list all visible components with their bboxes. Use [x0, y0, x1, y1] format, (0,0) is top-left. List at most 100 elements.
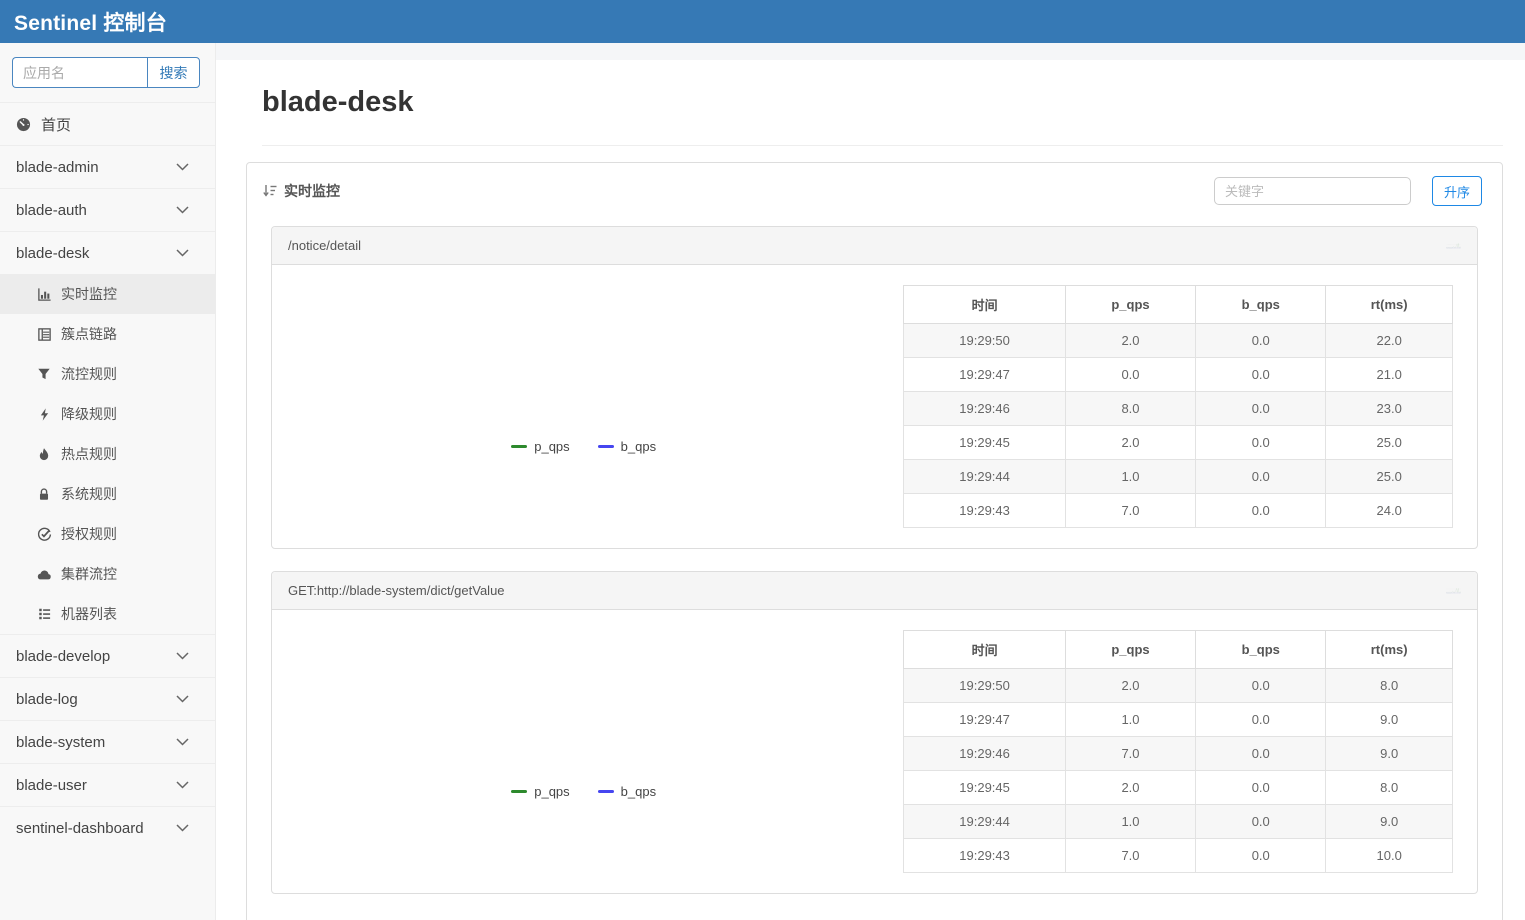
column-header: 时间 — [903, 630, 1066, 669]
sidebar-item-label: 授权规则 — [61, 526, 117, 542]
chevron-down-icon — [176, 781, 189, 789]
sidebar-item-label: 降级规则 — [61, 406, 117, 422]
content-top-strip — [216, 43, 1525, 60]
table-cell: 19:29:43 — [903, 838, 1066, 873]
sidebar-item-label: blade-desk — [16, 244, 90, 262]
top-navbar: Sentinel 控制台 — [0, 0, 1525, 43]
table-cell: 25.0 — [1325, 425, 1453, 460]
legend-item-p_qps[interactable]: p_qps — [511, 784, 570, 799]
sort-amount-icon — [263, 184, 277, 198]
chart-legend: p_qps b_qps — [274, 784, 893, 799]
keyword-input[interactable] — [1214, 177, 1411, 205]
table-cell: 0.0 — [1195, 736, 1327, 771]
metrics-table-area: 时间 p_qps b_qps rt(ms) 19:29:50 2.0 0.0 22.0 19:2… — [893, 279, 1465, 528]
legend-item-b_qps[interactable]: b_qps — [597, 439, 656, 454]
metrics-table-area: 时间 p_qps b_qps rt(ms) 19:29:50 2.0 0.0 8.0 19:29… — [893, 624, 1465, 873]
table-cell: 19:29:45 — [903, 770, 1066, 805]
column-header: b_qps — [1195, 285, 1327, 324]
page-title: blade-desk — [262, 86, 414, 118]
sidebar-item-hotspot-rules[interactable]: 热点规则 — [0, 434, 215, 474]
table-cell: 0.0 — [1195, 838, 1327, 873]
qps-line-chart — [274, 624, 893, 774]
legend-item-b_qps[interactable]: b_qps — [597, 784, 656, 799]
flame-icon — [36, 447, 52, 462]
table-cell: 0.0 — [1195, 493, 1327, 528]
table-row: 19:29:46 7.0 0.0 9.0 — [903, 736, 1453, 771]
legend-swatch — [511, 790, 528, 793]
sidebar-item-label: blade-log — [16, 690, 78, 708]
svg-text:0: 0 — [1446, 247, 1447, 248]
sidebar-item-blade-system[interactable]: blade-system — [0, 720, 215, 763]
app-search-button[interactable]: 搜索 — [147, 57, 200, 88]
resource-card-notice-detail: /notice/detail 0246819:2919:2919:2919:29… — [271, 226, 1478, 549]
sidebar-item-label: blade-auth — [16, 201, 87, 219]
table-row: 19:29:45 2.0 0.0 8.0 — [903, 770, 1453, 805]
table-cell: 9.0 — [1325, 804, 1453, 839]
table-cell: 2.0 — [1064, 668, 1197, 703]
table-cell: 24.0 — [1325, 493, 1453, 528]
card-menu-icon[interactable]: 0246819:2919:2919:2919:2919:2919:29 — [1445, 239, 1461, 253]
panel-head: 实时监控 升序 — [247, 163, 1502, 214]
svg-text:2: 2 — [1446, 245, 1447, 246]
table-cell: 10.0 — [1325, 838, 1453, 873]
sidebar-item-machine-list[interactable]: 机器列表 — [0, 594, 215, 634]
card-body: p_qps b_qps 时间 p_qps b_qps rt(ms) 19:29:50 2.0… — [272, 610, 1477, 893]
sidebar-item-system-rules[interactable]: 系统规则 — [0, 474, 215, 514]
column-header: p_qps — [1064, 285, 1197, 324]
svg-text:7: 7 — [1446, 587, 1447, 588]
table-cell: 22.0 — [1325, 323, 1453, 358]
svg-text:6: 6 — [1446, 588, 1447, 589]
card-menu-icon[interactable]: 0123456719:2919:2919:2919:2919:2919:29 — [1445, 584, 1461, 598]
table-cell: 2.0 — [1064, 425, 1197, 460]
table-cell: 21.0 — [1325, 357, 1453, 392]
sidebar-item-home[interactable]: 首页 — [0, 102, 215, 145]
table-cell: 0.0 — [1064, 357, 1197, 392]
sidebar-item-realtime-monitor[interactable]: 实时监控 — [0, 274, 215, 314]
sidebar-item-blade-desk[interactable]: blade-desk — [0, 231, 215, 274]
app-search-input[interactable] — [12, 57, 147, 88]
table-cell: 19:29:47 — [903, 702, 1066, 737]
table-cell: 0.0 — [1195, 425, 1327, 460]
sidebar-item-cluster-flow[interactable]: 集群流控 — [0, 554, 215, 594]
svg-text:1: 1 — [1446, 591, 1447, 592]
chevron-down-icon — [176, 163, 189, 171]
sort-ascending-button[interactable]: 升序 — [1432, 176, 1482, 206]
sidebar: 搜索 首页 blade-admin blade-auth blade-desk 实时监控… — [0, 43, 216, 920]
table-cell: 19:29:47 — [903, 357, 1066, 392]
chart-area: p_qps b_qps — [274, 624, 893, 873]
chevron-down-icon — [176, 738, 189, 746]
sidebar-item-blade-log[interactable]: blade-log — [0, 677, 215, 720]
metrics-table: 时间 p_qps b_qps rt(ms) 19:29:50 2.0 0.0 22.0 19:2… — [903, 285, 1453, 528]
resource-title: /notice/detail — [288, 238, 361, 253]
sidebar-item-degrade-rules[interactable]: 降级规则 — [0, 394, 215, 434]
table-cell: 19:29:46 — [903, 391, 1066, 426]
sidebar-item-blade-auth[interactable]: blade-auth — [0, 188, 215, 231]
sidebar-item-label: 系统规则 — [61, 486, 117, 502]
sidebar-item-authority-rules[interactable]: 授权规则 — [0, 514, 215, 554]
svg-text:19:29: 19:29 — [1452, 592, 1454, 593]
sidebar-item-flow-rules[interactable]: 流控规则 — [0, 354, 215, 394]
sidebar-item-sentinel-dashboard[interactable]: sentinel-dashboard — [0, 806, 215, 849]
page-head: blade-desk — [262, 86, 1503, 146]
legend-swatch — [597, 445, 614, 448]
sidebar-item-cluster-link[interactable]: 簇点链路 — [0, 314, 215, 354]
table-cell: 0.0 — [1195, 770, 1327, 805]
list-icon — [36, 607, 52, 621]
table-cell: 0.0 — [1195, 459, 1327, 494]
legend-swatch — [511, 445, 528, 448]
legend-item-p_qps[interactable]: p_qps — [511, 439, 570, 454]
sidebar-item-label: 首页 — [41, 116, 72, 134]
cloud-icon — [36, 568, 52, 581]
sidebar-item-label: 机器列表 — [61, 606, 117, 622]
table-cell: 0.0 — [1195, 357, 1327, 392]
table-cell: 25.0 — [1325, 459, 1453, 494]
table-row: 19:29:45 2.0 0.0 25.0 — [903, 425, 1453, 460]
table-row: 19:29:47 0.0 0.0 21.0 — [903, 357, 1453, 392]
table-cell: 19:29:44 — [903, 804, 1066, 839]
resource-card-dict-getvalue: GET:http://blade-system/dict/getValue 01… — [271, 571, 1478, 894]
sidebar-item-blade-admin[interactable]: blade-admin — [0, 145, 215, 188]
legend-swatch — [597, 790, 614, 793]
table-row: 19:29:44 1.0 0.0 9.0 — [903, 804, 1453, 839]
sidebar-item-blade-user[interactable]: blade-user — [0, 763, 215, 806]
sidebar-item-blade-develop[interactable]: blade-develop — [0, 634, 215, 677]
